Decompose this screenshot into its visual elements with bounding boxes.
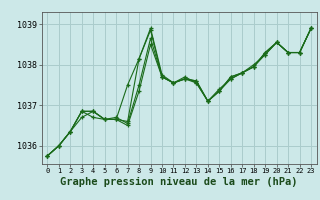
- X-axis label: Graphe pression niveau de la mer (hPa): Graphe pression niveau de la mer (hPa): [60, 177, 298, 187]
